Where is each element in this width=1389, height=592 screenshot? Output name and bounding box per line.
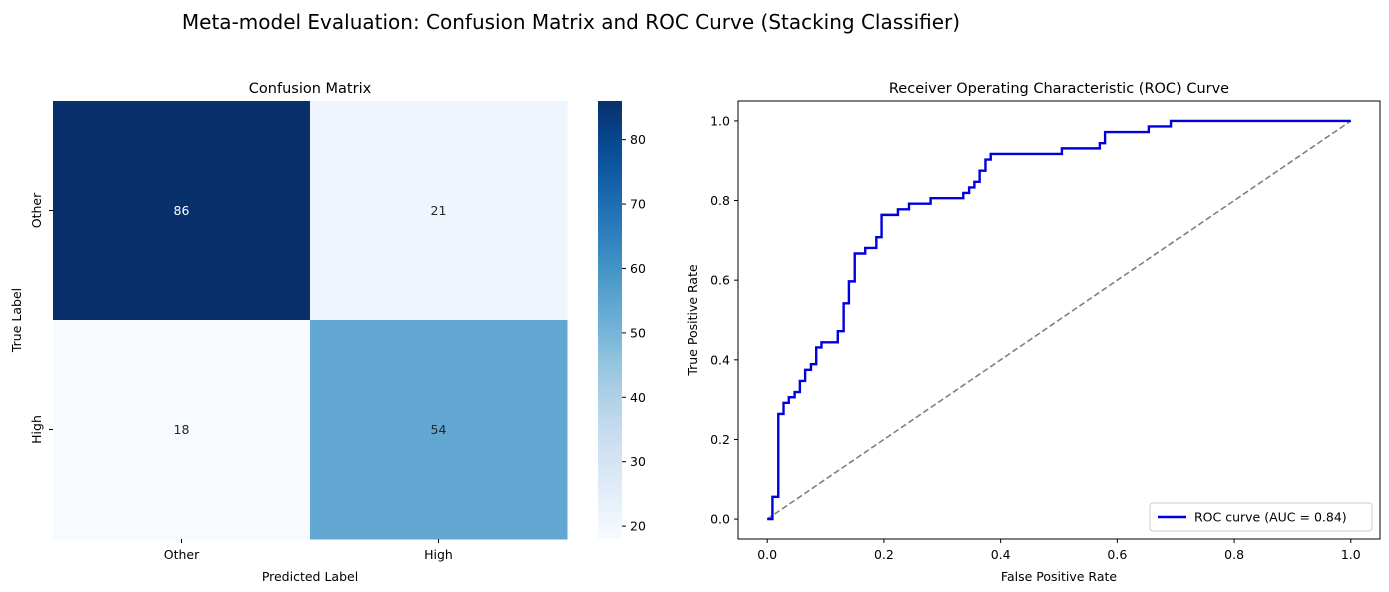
heatmap-ylabel: True Label xyxy=(9,288,24,353)
heatmap-cell xyxy=(53,320,311,540)
colorbar-tick-label: 30 xyxy=(630,454,646,469)
heatmap-xlabel: Predicted Label xyxy=(262,569,358,584)
chance-diagonal-line xyxy=(766,120,1352,520)
heatmap-cell-label: 54 xyxy=(431,422,447,437)
colorbar-tick-label: 80 xyxy=(630,132,646,147)
colorbar-tick-label: 60 xyxy=(630,261,646,276)
roc-legend: ROC curve (AUC = 0.84) xyxy=(1149,502,1373,532)
roc-xlabel: False Positive Rate xyxy=(1001,569,1117,584)
roc-ytick-label: 0.8 xyxy=(710,193,730,208)
roc-title: Receiver Operating Characteristic (ROC) … xyxy=(889,81,1229,97)
heatmap-cell-label: 18 xyxy=(174,422,190,437)
roc-xtick-label: 0.6 xyxy=(1107,547,1127,562)
heatmap-cell xyxy=(310,320,568,540)
heatmap-ytick-label: Other xyxy=(29,192,44,228)
heatmap-xtick-label: High xyxy=(424,547,453,562)
roc-axes-frame xyxy=(737,100,1381,540)
heatmap-cell-label: 86 xyxy=(174,203,190,218)
colorbar-tick-label: 40 xyxy=(630,390,646,405)
colorbar-gradient xyxy=(598,101,622,539)
roc-ytick-label: 0.4 xyxy=(710,352,730,367)
roc-curve-line xyxy=(767,119,1351,521)
legend-box xyxy=(1149,502,1373,532)
colorbar-tick-label: 50 xyxy=(630,325,646,340)
heatmap-cell xyxy=(53,101,311,321)
confusion-matrix-panel: Confusion Matrix 86 21 18 54 Other High Other… xyxy=(9,81,646,584)
colorbar-tick-label: 20 xyxy=(630,519,646,534)
roc-xtick-label: 0.4 xyxy=(991,547,1011,562)
heatmap-xtick-label: Other xyxy=(164,547,200,562)
roc-ytick-label: 0.6 xyxy=(710,273,730,288)
roc-xtick-label: 0.2 xyxy=(874,547,894,562)
roc-xtick-label: 0.8 xyxy=(1224,547,1244,562)
roc-panel: Receiver Operating Characteristic (ROC) … xyxy=(685,81,1381,584)
heatmap-cell xyxy=(310,101,568,321)
heatmap-ytick-label: High xyxy=(29,415,44,444)
roc-ytick-label: 0.0 xyxy=(710,512,730,527)
colorbar-tick-label: 70 xyxy=(630,197,646,212)
roc-ytick-label: 0.2 xyxy=(710,432,730,447)
roc-xtick-label: 1.0 xyxy=(1341,547,1361,562)
legend-entry-label: ROC curve (AUC = 0.84) xyxy=(1194,510,1347,525)
heatmap-cell-label: 21 xyxy=(431,203,447,218)
roc-xtick-label: 0.0 xyxy=(757,547,777,562)
heatmap-title: Confusion Matrix xyxy=(249,81,372,97)
colorbar: 20 30 40 50 60 70 80 xyxy=(598,101,646,539)
roc-ytick-label: 1.0 xyxy=(710,113,730,128)
figure-suptitle: Meta-model Evaluation: Confusion Matrix … xyxy=(182,10,960,34)
roc-ylabel: True Positive Rate xyxy=(685,264,700,377)
